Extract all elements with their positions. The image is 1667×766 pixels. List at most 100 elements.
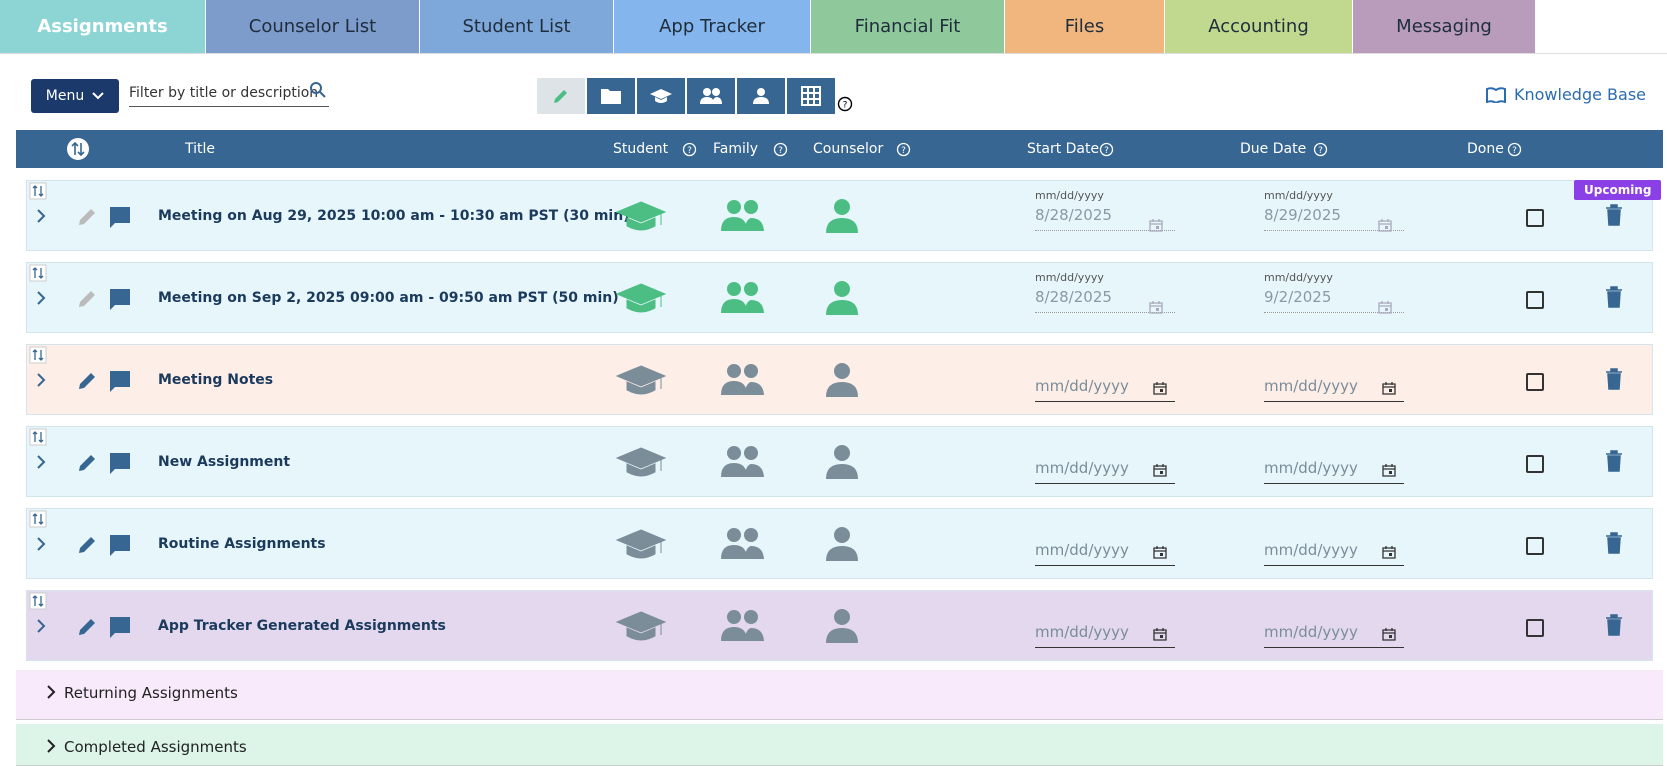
svg-text:?: ? [1318,146,1323,156]
reorder-handle[interactable] [29,510,47,532]
family-icon [719,527,765,565]
family-icon [719,609,765,647]
row-title[interactable]: New Assignment [158,454,291,470]
row-title[interactable]: Meeting Notes [158,372,274,388]
counselor-icon [824,280,860,320]
done-checkbox[interactable] [1526,455,1544,473]
family-icon [719,363,765,401]
expand-chevron[interactable] [35,372,47,392]
collapsible-section[interactable]: Returning Assignments [16,670,1663,720]
tab-label: Assignments [37,16,168,37]
date-input[interactable]: mm/dd/yyyy [1035,459,1175,485]
reorder-handle[interactable] [29,264,47,286]
table-row: App Tracker Generated Assignments mm/dd/y… [26,590,1653,661]
tab[interactable]: Accounting [1165,0,1353,53]
filter-input[interactable]: Filter by title or description [129,80,329,107]
edit-button[interactable] [77,205,99,231]
edit-button[interactable] [77,287,99,313]
expand-chevron[interactable] [35,454,47,474]
table-row: Meeting on Aug 29, 2025 10:00 am - 10:30… [26,180,1662,251]
menu-button[interactable]: Menu [31,79,119,113]
comment-button[interactable] [108,369,132,397]
delete-button[interactable] [1605,204,1623,230]
date-input[interactable]: mm/dd/yyyy [1264,459,1404,485]
done-checkbox[interactable] [1526,373,1544,391]
svg-text:?: ? [901,146,906,156]
reorder-handle[interactable] [29,428,47,450]
view-student[interactable] [637,78,685,114]
done-checkbox[interactable] [1526,291,1544,309]
date-placeholder: mm/dd/yyyy [1035,623,1175,648]
date-input[interactable]: mm/dd/yyyy 8/28/2025 [1035,189,1175,239]
family-icon [719,199,765,237]
edit-button[interactable] [77,533,99,559]
row-title[interactable]: Meeting on Aug 29, 2025 10:00 am - 10:30… [158,208,630,224]
date-input[interactable]: mm/dd/yyyy [1035,623,1175,649]
date-input[interactable]: mm/dd/yyyy [1035,541,1175,567]
comment-button[interactable] [108,533,132,561]
expand-chevron[interactable] [35,208,47,228]
edit-button[interactable] [77,369,99,395]
header-due-date: Due Date [1240,141,1307,157]
tab[interactable]: Files [1005,0,1165,53]
expand-chevron[interactable] [35,618,47,638]
comment-button[interactable] [108,287,132,315]
date-input[interactable]: mm/dd/yyyy [1264,541,1404,567]
done-checkbox[interactable] [1526,209,1544,227]
date-input[interactable]: mm/dd/yyyy 9/2/2025 [1264,271,1404,321]
view-files[interactable] [587,78,635,114]
done-checkbox[interactable] [1526,537,1544,555]
calendar-icon [1153,626,1167,645]
date-input[interactable]: mm/dd/yyyy [1035,377,1175,403]
view-grid[interactable] [787,78,835,114]
date-input[interactable]: mm/dd/yyyy 8/29/2025 [1264,189,1404,239]
reorder-handle[interactable] [29,346,47,368]
comment-button[interactable] [108,205,132,233]
row-title[interactable]: Routine Assignments [158,536,326,552]
tab[interactable]: Financial Fit [811,0,1005,53]
sort-icon[interactable] [66,137,90,161]
tab[interactable]: App Tracker [614,0,811,53]
expand-chevron[interactable] [35,290,47,310]
help-icon[interactable]: ? [837,96,853,112]
date-input[interactable]: mm/dd/yyyy 8/28/2025 [1035,271,1175,321]
date-value: 8/28/2025 [1035,206,1175,231]
calendar-icon [1378,299,1392,318]
section-label: Returning Assignments [64,684,238,702]
delete-button[interactable] [1605,450,1623,476]
calendar-icon [1378,217,1392,236]
section-chevron [46,685,56,703]
comment-button[interactable] [108,615,132,643]
expand-chevron[interactable] [35,536,47,556]
date-placeholder: mm/dd/yyyy [1035,541,1175,566]
collapsible-section[interactable]: Completed Assignments [16,724,1663,766]
view-counselor[interactable] [737,78,785,114]
row-title[interactable]: App Tracker Generated Assignments [158,618,446,634]
delete-button[interactable] [1605,614,1623,640]
view-family[interactable] [687,78,735,114]
tab[interactable]: Assignments [0,0,206,53]
section-chevron [46,739,56,757]
delete-button[interactable] [1605,368,1623,394]
reorder-handle[interactable] [29,182,47,204]
done-checkbox[interactable] [1526,619,1544,637]
date-input[interactable]: mm/dd/yyyy [1264,623,1404,649]
table-row: Routine Assignments mm/dd/yyyy mm/dd/yyyy [26,508,1653,579]
comment-button[interactable] [108,451,132,479]
delete-button[interactable] [1605,286,1623,312]
chevron [92,92,104,100]
tab[interactable]: Counselor List [206,0,420,53]
row-title[interactable]: Meeting on Sep 2, 2025 09:00 am - 09:50 … [158,290,619,306]
view-edit[interactable] [537,78,585,114]
date-input[interactable]: mm/dd/yyyy [1264,377,1404,403]
date-format-label: mm/dd/yyyy [1264,189,1333,202]
delete-button[interactable] [1605,532,1623,558]
knowledge-base-link[interactable]: Knowledge Base [1486,85,1646,104]
family-icon [719,281,765,319]
reorder-handle[interactable] [29,592,47,614]
edit-button[interactable] [77,615,99,641]
tab[interactable]: Student List [420,0,614,53]
tab[interactable]: Messaging [1353,0,1536,53]
edit-button[interactable] [77,451,99,477]
